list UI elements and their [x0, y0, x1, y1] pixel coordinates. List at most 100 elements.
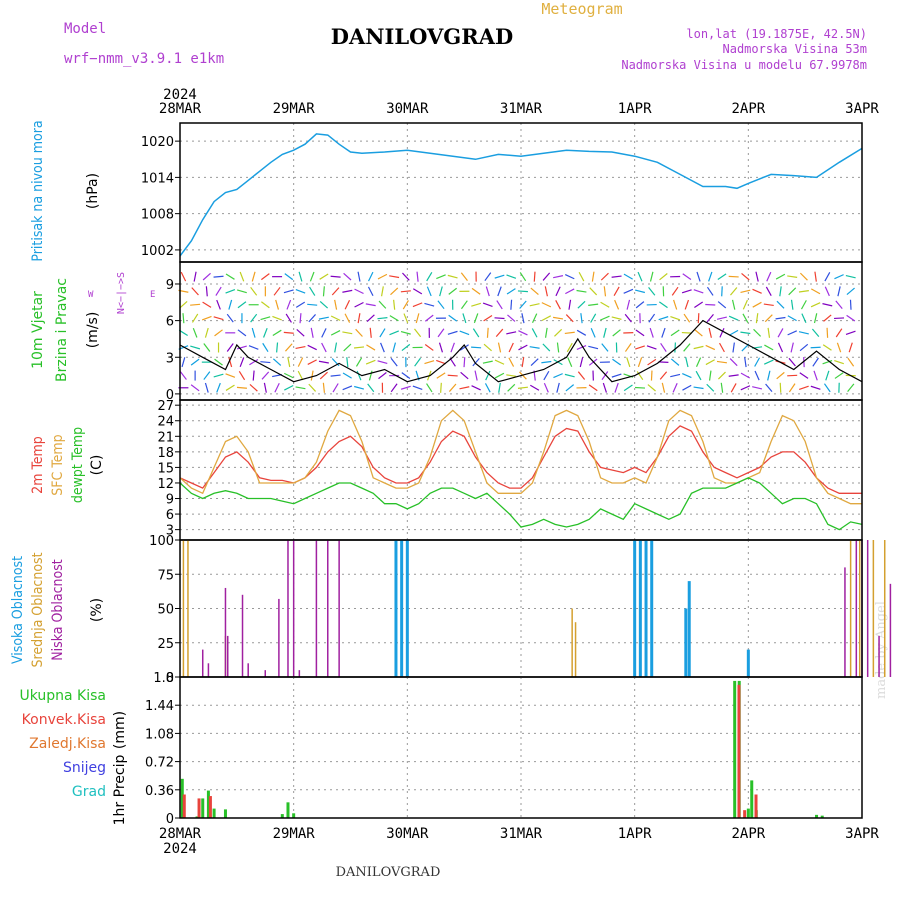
y-tick-label: 25: [157, 637, 174, 652]
wind-arrow: [682, 384, 692, 391]
wind-arrow: [767, 327, 771, 338]
wind-arrow: [201, 315, 212, 321]
cloud-low-bar: [241, 594, 244, 677]
precip-total-bar: [195, 816, 199, 818]
temp-title-2m: 2m Temp: [30, 436, 46, 494]
wind-arrow: [637, 357, 643, 368]
wind-arrow: [682, 372, 692, 379]
wind-arrow: [684, 299, 690, 310]
pressure-title: Pritisak na nivou mora: [30, 120, 46, 261]
wind-arrow: [426, 383, 433, 393]
y-tick-label: 9: [166, 493, 174, 508]
wind-arrow: [670, 315, 681, 321]
wind-arrow: [261, 371, 270, 380]
wind-arrow: [763, 359, 774, 365]
wind-arrow: [463, 357, 466, 368]
wind-arrow: [203, 343, 211, 352]
precip-conv-bar: [208, 796, 212, 818]
wind-arrow: [541, 360, 552, 364]
time-label-bottom: 1APR: [618, 826, 652, 842]
wind-arrow: [400, 330, 411, 335]
wind-arrow: [728, 374, 739, 377]
wind-arrow: [693, 386, 704, 390]
pressure-line: [179, 133, 863, 257]
wind-arrow: [216, 382, 221, 393]
wind-arrow: [799, 372, 809, 379]
wind-arrow: [659, 273, 668, 281]
wind-arrow: [568, 299, 572, 310]
cloud-mid-bar: [849, 540, 852, 677]
wind-arrow: [496, 300, 503, 310]
wind-arrow: [834, 317, 845, 320]
precip-conv-bar: [754, 794, 758, 818]
precip-title: 1hr Precip: [112, 755, 128, 826]
wind-arrow: [810, 288, 821, 295]
wind-arrow: [460, 272, 468, 281]
wind-arrow: [576, 289, 587, 293]
wind-arrow: [744, 357, 747, 368]
wind-arrow: [775, 273, 786, 280]
time-label-top: 1APR: [618, 101, 652, 117]
wind-arrow: [494, 359, 505, 365]
wind-arrow: [614, 382, 619, 393]
wind-arrow: [755, 313, 759, 324]
wind-arrow: [401, 343, 411, 352]
wind-arrow: [777, 342, 784, 353]
wind-arrow: [472, 328, 480, 338]
wind-arrow: [634, 386, 646, 389]
wind-arrow: [494, 372, 505, 379]
wind-arrow: [261, 301, 270, 309]
clouds-panel: 0 25 50 75 100: [149, 534, 892, 686]
wind-arrow: [624, 343, 632, 352]
wind-arrow: [555, 300, 561, 310]
wind-arrow: [283, 289, 294, 294]
precip-conv-bar: [737, 684, 741, 818]
wind-arrow: [424, 344, 434, 351]
wind-arrow: [237, 329, 247, 337]
wind-arrow: [740, 289, 751, 294]
wind-arrow: [310, 370, 314, 381]
wind-arrow: [260, 316, 271, 321]
wind-arrow: [787, 374, 798, 377]
cloud-high-bar: [394, 540, 398, 677]
wind-arrow: [252, 370, 255, 381]
wind-arrow: [273, 286, 281, 296]
wind-arrow: [695, 370, 702, 381]
wind-arrow: [530, 384, 540, 391]
y-tick-label: 0.36: [145, 784, 174, 799]
wind-arrow: [272, 329, 282, 336]
wind-arrow: [544, 327, 548, 338]
wind-arrow: [835, 328, 843, 338]
wind-arrow: [190, 345, 201, 350]
cloud-low-bar: [327, 540, 329, 677]
wind-arrow: [225, 384, 235, 391]
wind-arrow: [485, 286, 490, 297]
y-tick-label: 0: [166, 812, 174, 827]
wind-arrow: [814, 271, 817, 282]
wind-arrow: [473, 313, 479, 324]
wind-arrow: [566, 342, 573, 353]
wind-arrow: [541, 315, 552, 322]
wind-arrow: [203, 371, 211, 380]
wind-arrow: [635, 329, 645, 337]
wind-arrow: [426, 286, 432, 297]
wind-arrow: [753, 328, 762, 337]
wind-arrow: [319, 300, 329, 309]
wind-arrow: [190, 384, 200, 392]
wind-arrow: [834, 360, 844, 365]
wind-arrow: [518, 330, 528, 336]
y-tick-label: 24: [157, 415, 174, 430]
wind-arrow: [813, 313, 818, 324]
wind-arrow: [623, 384, 633, 392]
wind-arrow: [600, 301, 610, 308]
wind-arrow: [342, 385, 353, 391]
wind-arrow: [825, 370, 830, 381]
wind-arrow: [731, 299, 736, 310]
wind-arrow: [591, 271, 595, 282]
wind-arrow: [471, 302, 482, 307]
pressure-unit: (hPa): [85, 173, 101, 209]
wind-arrow: [754, 357, 761, 367]
wind-arrow: [332, 383, 339, 393]
elevation-label: Nadmorska Visina 53m: [723, 42, 868, 56]
wind-arrow: [529, 303, 540, 307]
